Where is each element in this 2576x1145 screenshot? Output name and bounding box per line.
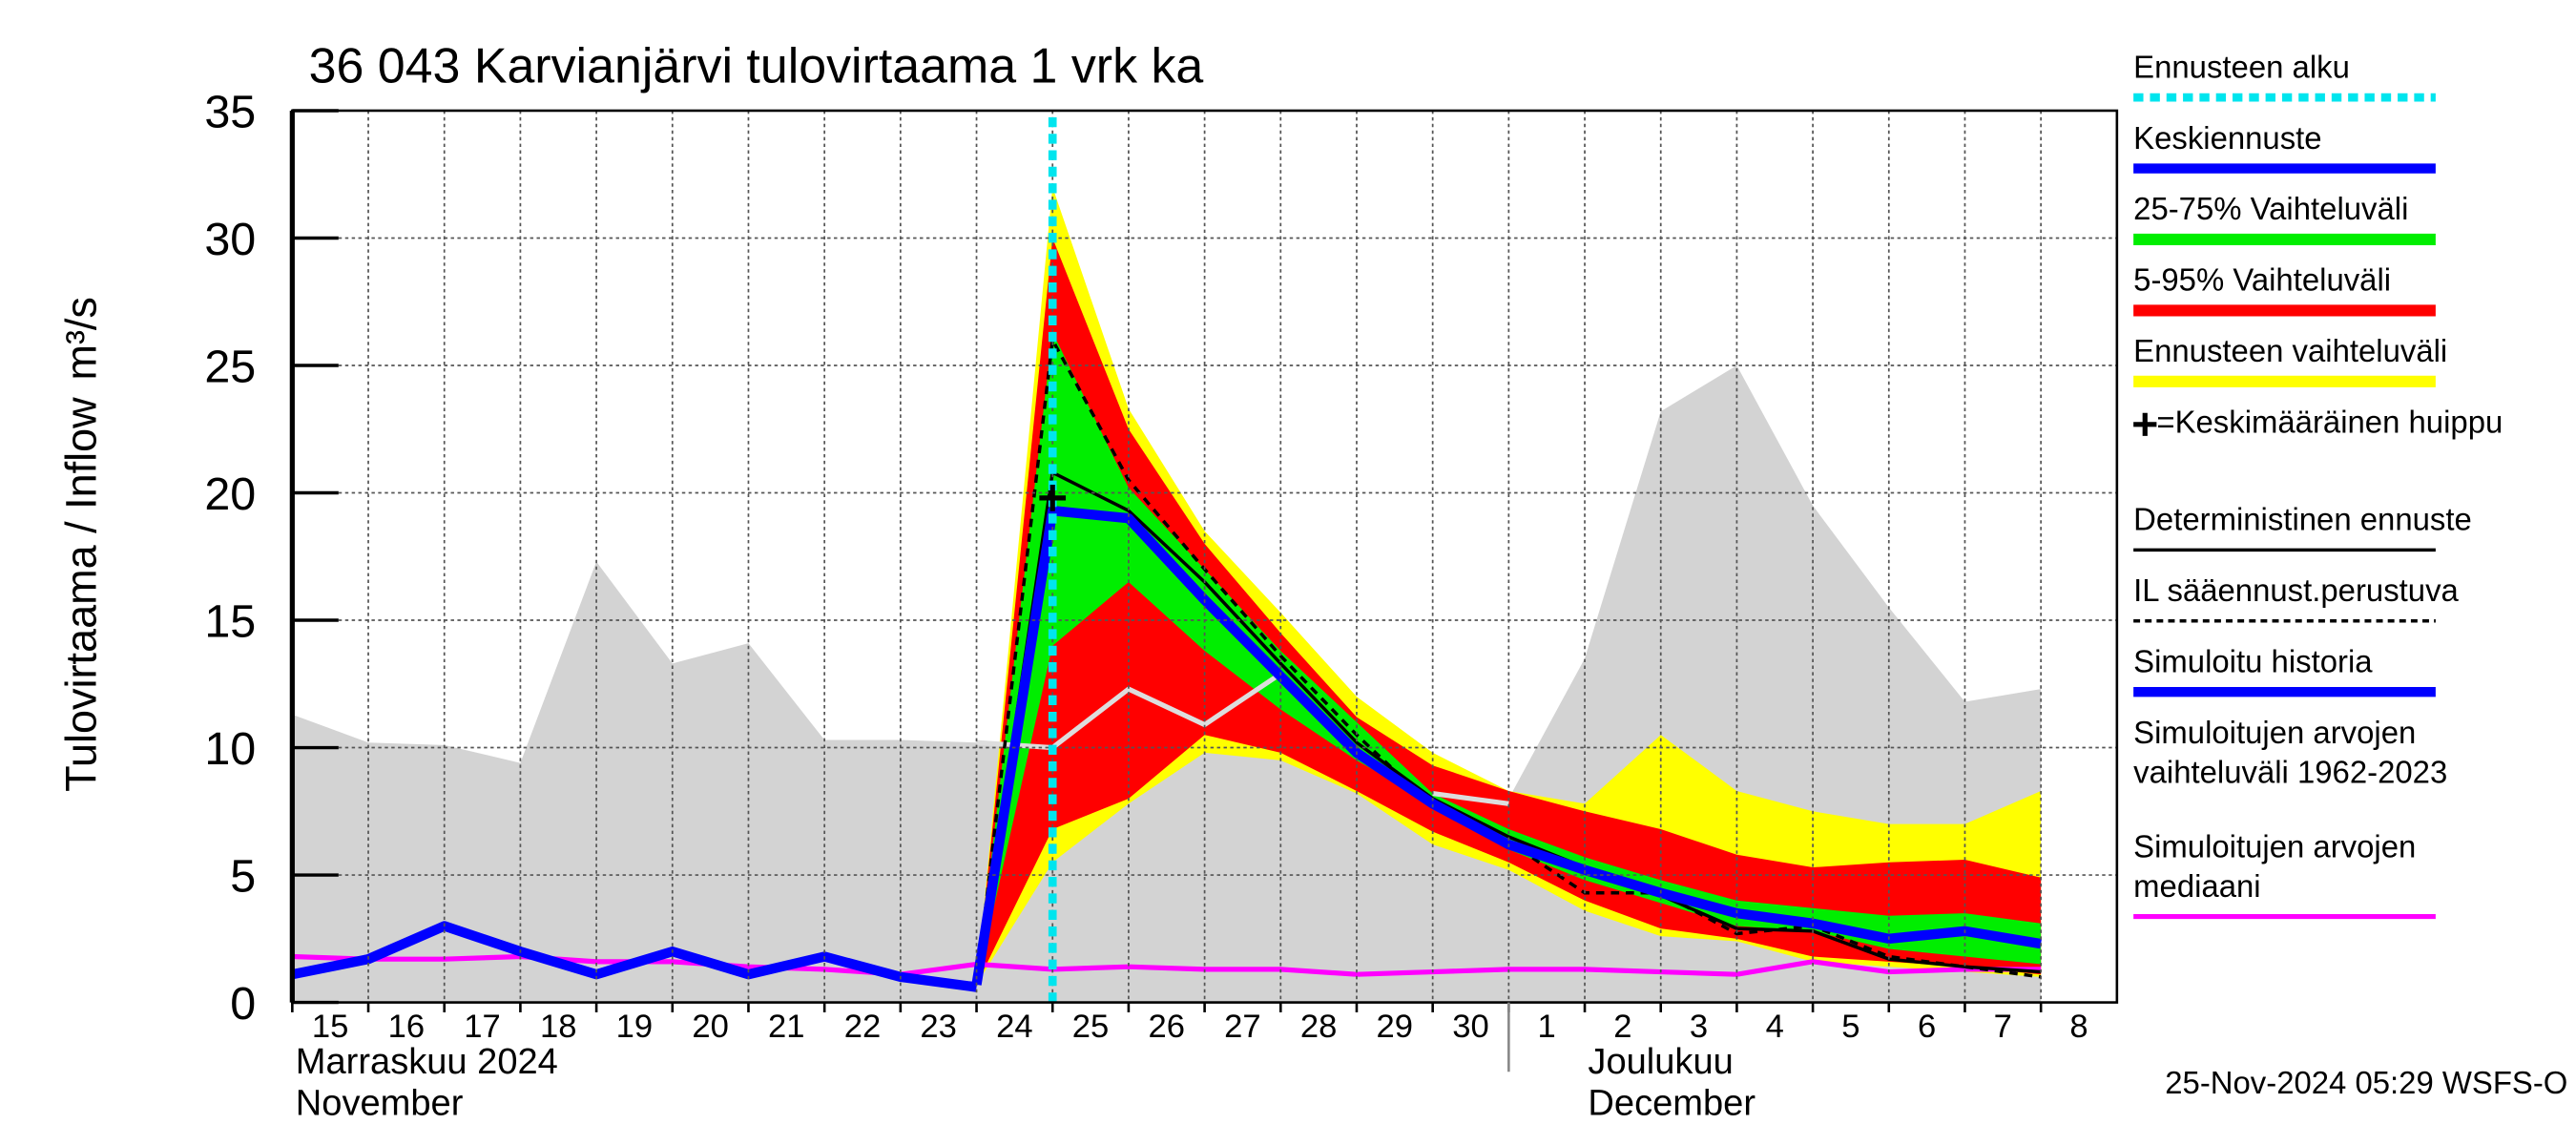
x-tick-label: 21 xyxy=(768,1009,805,1045)
legend-symbol xyxy=(2133,412,2157,436)
x-tick-label: 3 xyxy=(1690,1009,1708,1045)
y-tick-label: 20 xyxy=(204,468,256,520)
legend-label-box: Simuloitujen arvojen mediaani xyxy=(2133,830,2417,906)
y-tick-label: 35 xyxy=(204,86,256,137)
y-tick-label: 5 xyxy=(230,850,256,902)
month-label: Marraskuu 2024 xyxy=(296,1042,558,1082)
x-tick-label: 15 xyxy=(312,1009,349,1045)
legend-label: Ennusteen vaihteluväli xyxy=(2133,335,2448,370)
line-series xyxy=(292,953,2042,977)
x-tick-label: 29 xyxy=(1377,1009,1414,1045)
x-tick-label: 26 xyxy=(1149,1009,1186,1045)
month-label: November xyxy=(296,1083,464,1123)
legend-label-box: 5-95% Vaihteluväli xyxy=(2133,263,2392,300)
legend-label-box: Simuloitu historia xyxy=(2133,645,2373,681)
x-tick-label: 4 xyxy=(1766,1009,1784,1045)
legend-label-box: Simuloitujen arvojen vaihteluväli 1962-2… xyxy=(2133,717,2448,792)
legend-label-box: 25-75% Vaihteluväli xyxy=(2133,193,2409,228)
legend-label-box: =Keskimääräinen huippu xyxy=(2156,406,2503,442)
x-tick-label: 20 xyxy=(692,1009,729,1045)
y-tick-label: 25 xyxy=(204,341,256,392)
footer: 25-Nov-2024 05:29 WSFS-O xyxy=(2165,1065,2567,1100)
x-tick-label: 25 xyxy=(1072,1009,1110,1045)
x-tick-label: 5 xyxy=(1841,1009,1859,1045)
legend-label: IL sääennust.perustuva xyxy=(2133,574,2459,610)
y-tick-label: 30 xyxy=(204,214,256,265)
peak-marker xyxy=(1039,485,1067,511)
legend-label-box: Ennusteen vaihteluväli xyxy=(2133,335,2448,370)
legend-label: =Keskimääräinen huippu xyxy=(2156,406,2503,442)
legend-label: Simuloitujen arvojen mediaani xyxy=(2133,830,2417,906)
x-tick-label: 16 xyxy=(388,1009,425,1045)
legend-label-box: Keskiennuste xyxy=(2133,122,2322,157)
y-tick-label: 0 xyxy=(230,978,256,1030)
x-tick-label: 22 xyxy=(844,1009,882,1045)
legend-label-box: Deterministinen ennuste xyxy=(2133,503,2472,539)
legend-label: Keskiennuste xyxy=(2133,122,2322,157)
x-tick-label: 17 xyxy=(464,1009,501,1045)
y-tick-label: 10 xyxy=(204,723,256,775)
x-tick-label: 19 xyxy=(616,1009,654,1045)
legend-label: Simuloitu historia xyxy=(2133,645,2373,681)
plot-area xyxy=(292,187,2043,1003)
legend-label-box: IL sääennust.perustuva xyxy=(2133,574,2459,610)
line-series xyxy=(292,921,978,992)
x-tick-label: 6 xyxy=(1918,1009,1936,1045)
x-tick-label: 18 xyxy=(540,1009,577,1045)
legend-label: Simuloitujen arvojen vaihteluväli 1962-2… xyxy=(2133,717,2448,792)
x-tick-label: 2 xyxy=(1613,1009,1631,1045)
y-axis-label: Tulovirtaama / Inflow xyxy=(56,397,105,792)
x-tick-label: 7 xyxy=(1994,1009,2012,1045)
legend-label: Ennusteen alku xyxy=(2133,51,2350,87)
x-tick-label: 1 xyxy=(1538,1009,1556,1045)
line-series xyxy=(1432,791,1509,806)
legend-label: Deterministinen ennuste xyxy=(2133,503,2472,539)
legend-label-box: Ennusteen alku xyxy=(2133,51,2350,87)
x-tick-label: 27 xyxy=(1224,1009,1261,1045)
month-label: December xyxy=(1588,1083,1755,1123)
x-tick-label: 30 xyxy=(1452,1009,1489,1045)
line-series xyxy=(976,671,1282,751)
legend-label: 5-95% Vaihteluväli xyxy=(2133,263,2392,300)
x-tick-label: 8 xyxy=(2069,1009,2088,1045)
y-axis-unit: m³/s xyxy=(56,297,105,380)
month-label: Joulukuu xyxy=(1588,1042,1733,1082)
x-tick-label: 23 xyxy=(920,1009,957,1045)
chart-title: 36 043 Karvianjärvi tulovirtaama 1 vrk k… xyxy=(309,39,1204,94)
line-series xyxy=(974,470,2042,986)
y-tick-label: 15 xyxy=(204,595,256,647)
x-tick-label: 24 xyxy=(996,1009,1033,1045)
x-tick-label: 28 xyxy=(1300,1009,1338,1045)
legend-label: 25-75% Vaihteluväli xyxy=(2133,193,2409,228)
